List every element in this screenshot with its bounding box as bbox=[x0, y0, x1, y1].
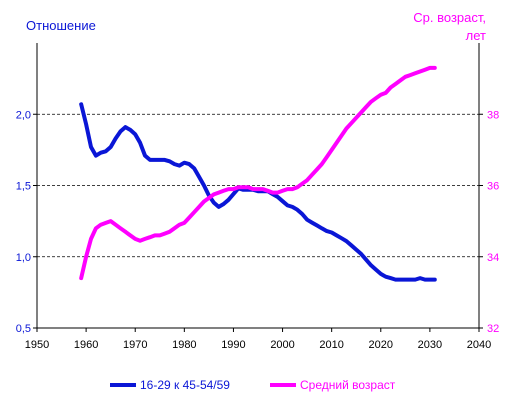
right-tick-label: 32 bbox=[487, 323, 499, 335]
x-tick-label: 1970 bbox=[123, 339, 147, 351]
x-tick-label: 2000 bbox=[270, 339, 294, 351]
right-tick-label: 38 bbox=[487, 109, 499, 121]
right-tick-label: 36 bbox=[487, 181, 499, 193]
x-tick-label: 2040 bbox=[467, 339, 491, 351]
x-tick-label: 2020 bbox=[369, 339, 393, 351]
legend-label-age: Средний возраст bbox=[300, 378, 396, 392]
left-axis-ticks: 0,5 1,0 1,5 2,0 bbox=[16, 109, 37, 335]
x-tick-label: 2010 bbox=[319, 339, 343, 351]
legend: 16-29 к 45-54/59 Средний возраст bbox=[110, 378, 396, 392]
left-axis-title: Отношение bbox=[26, 18, 96, 33]
x-tick-label: 1980 bbox=[172, 339, 196, 351]
left-tick-label: 2,0 bbox=[16, 109, 31, 121]
left-tick-label: 0,5 bbox=[16, 323, 31, 335]
x-tick-label: 2030 bbox=[418, 339, 442, 351]
x-tick-label: 1990 bbox=[221, 339, 245, 351]
left-tick-label: 1,0 bbox=[16, 252, 31, 264]
x-tick-label: 1950 bbox=[25, 339, 49, 351]
series-line-age bbox=[79, 65, 437, 281]
right-tick-label: 34 bbox=[487, 252, 499, 264]
series-line-ratio bbox=[79, 102, 437, 282]
right-axis-title-line2: лет bbox=[466, 28, 486, 43]
right-axis-title-line1: Ср. возраст, bbox=[413, 10, 486, 25]
right-axis-ticks: 32 34 36 38 bbox=[479, 109, 499, 335]
series-lines bbox=[79, 65, 437, 282]
legend-label-ratio: 16-29 к 45-54/59 bbox=[140, 378, 230, 392]
x-tick-label: 1960 bbox=[74, 339, 98, 351]
gridlines bbox=[37, 113, 479, 258]
left-tick-label: 1,5 bbox=[16, 181, 31, 193]
x-axis-ticks: 1950 1960 1970 1980 1990 2000 2010 2020 2030 2040 bbox=[25, 328, 491, 351]
